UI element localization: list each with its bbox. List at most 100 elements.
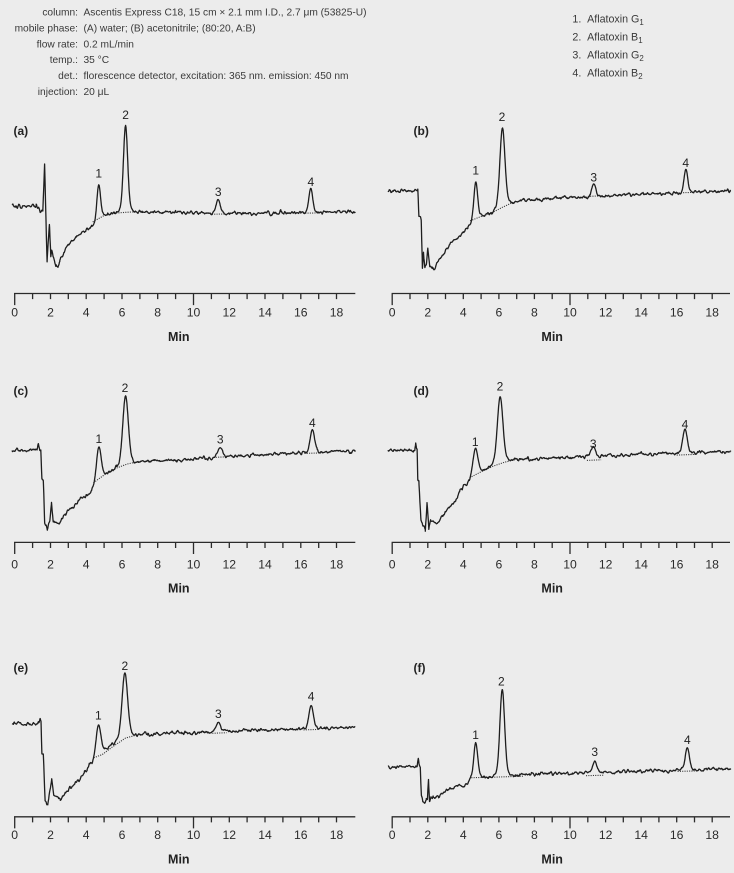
svg-text:6: 6: [496, 306, 503, 320]
svg-text:1: 1: [472, 164, 479, 178]
svg-text:(a): (a): [14, 124, 29, 138]
svg-text:florescence detector, excitati: florescence detector, excitation: 365 nm…: [84, 71, 349, 82]
svg-text:14: 14: [258, 558, 272, 572]
svg-text:10: 10: [187, 558, 201, 572]
svg-text:2: 2: [424, 558, 431, 572]
svg-text:12: 12: [599, 306, 613, 320]
svg-text:column:: column:: [42, 7, 78, 18]
svg-text:35 °C: 35 °C: [84, 55, 110, 66]
svg-text:10: 10: [187, 306, 201, 320]
svg-text:8: 8: [531, 306, 538, 320]
svg-text:Aflatoxin B1: Aflatoxin B1: [587, 32, 642, 46]
svg-text:12: 12: [599, 828, 613, 842]
svg-text:4: 4: [682, 156, 689, 170]
svg-text:6: 6: [119, 828, 126, 842]
svg-text:16: 16: [294, 558, 308, 572]
svg-text:(c): (c): [14, 384, 29, 398]
svg-text:(f): (f): [414, 661, 426, 675]
svg-text:20 μL: 20 μL: [84, 87, 110, 98]
svg-text:flow rate:: flow rate:: [37, 39, 78, 50]
svg-text:6: 6: [119, 558, 126, 572]
svg-text:18: 18: [705, 306, 719, 320]
svg-text:18: 18: [330, 558, 344, 572]
svg-text:2: 2: [424, 828, 431, 842]
svg-text:1: 1: [95, 709, 102, 723]
svg-text:0.2 mL/min: 0.2 mL/min: [84, 39, 134, 50]
svg-text:3: 3: [590, 437, 597, 451]
svg-text:Aflatoxin G1: Aflatoxin G1: [587, 14, 644, 28]
svg-text:(d): (d): [414, 384, 429, 398]
svg-text:4: 4: [460, 558, 467, 572]
svg-text:12: 12: [599, 558, 613, 572]
svg-text:3: 3: [590, 170, 597, 184]
svg-text:8: 8: [531, 828, 538, 842]
svg-text:10: 10: [563, 558, 577, 572]
svg-text:6: 6: [119, 306, 126, 320]
svg-text:14: 14: [258, 306, 272, 320]
svg-text:16: 16: [670, 306, 684, 320]
svg-text:0: 0: [11, 558, 18, 572]
svg-text:12: 12: [223, 828, 237, 842]
svg-text:injection:: injection:: [38, 87, 78, 98]
svg-text:Aflatoxin G2: Aflatoxin G2: [587, 49, 644, 63]
svg-text:0: 0: [11, 306, 18, 320]
svg-text:6: 6: [496, 828, 503, 842]
svg-text:16: 16: [670, 558, 684, 572]
svg-text:3.: 3.: [572, 49, 581, 61]
svg-text:4: 4: [682, 417, 689, 431]
svg-text:8: 8: [154, 306, 161, 320]
svg-text:4: 4: [83, 558, 90, 572]
svg-text:2: 2: [499, 110, 506, 124]
svg-text:0: 0: [11, 828, 18, 842]
svg-text:4: 4: [460, 306, 467, 320]
svg-text:4: 4: [460, 828, 467, 842]
svg-text:2: 2: [47, 558, 54, 572]
svg-text:4: 4: [308, 689, 315, 703]
svg-text:18: 18: [705, 558, 719, 572]
svg-text:4: 4: [309, 416, 316, 430]
svg-text:4: 4: [684, 733, 691, 747]
svg-text:18: 18: [705, 828, 719, 842]
svg-text:Ascentis Express C18, 15 cm ×: Ascentis Express C18, 15 cm × 2.1 mm I.D…: [84, 7, 367, 18]
svg-text:8: 8: [154, 558, 161, 572]
svg-text:2: 2: [121, 659, 128, 673]
svg-text:1: 1: [472, 728, 479, 742]
svg-text:Min: Min: [168, 330, 190, 344]
svg-text:10: 10: [187, 828, 201, 842]
svg-text:10: 10: [563, 306, 577, 320]
svg-text:1: 1: [472, 435, 479, 449]
svg-text:14: 14: [258, 828, 272, 842]
svg-text:temp.:: temp.:: [50, 55, 78, 66]
svg-text:16: 16: [294, 306, 308, 320]
svg-text:Min: Min: [541, 581, 563, 595]
svg-text:12: 12: [223, 558, 237, 572]
svg-text:4: 4: [83, 828, 90, 842]
svg-text:14: 14: [634, 828, 648, 842]
svg-text:2: 2: [47, 828, 54, 842]
svg-text:0: 0: [389, 558, 396, 572]
svg-text:(b): (b): [414, 124, 429, 138]
svg-text:2.: 2.: [572, 32, 581, 44]
svg-text:1: 1: [95, 166, 102, 180]
svg-text:14: 14: [634, 558, 648, 572]
svg-text:2: 2: [424, 306, 431, 320]
svg-text:6: 6: [496, 558, 503, 572]
svg-text:3: 3: [215, 707, 222, 721]
svg-text:2: 2: [122, 381, 129, 395]
svg-text:4: 4: [307, 175, 314, 189]
svg-text:Aflatoxin B2: Aflatoxin B2: [587, 67, 642, 81]
svg-text:18: 18: [330, 828, 344, 842]
svg-text:2: 2: [122, 108, 129, 122]
svg-text:1.: 1.: [572, 14, 581, 26]
svg-text:2: 2: [497, 380, 504, 394]
svg-text:14: 14: [634, 306, 648, 320]
svg-text:Min: Min: [168, 581, 190, 595]
svg-text:Min: Min: [541, 330, 563, 344]
svg-text:0: 0: [389, 306, 396, 320]
svg-text:3: 3: [591, 745, 598, 759]
svg-text:3: 3: [215, 185, 222, 199]
svg-text:0: 0: [389, 828, 396, 842]
svg-text:det.:: det.:: [58, 71, 78, 82]
svg-text:12: 12: [223, 306, 237, 320]
svg-text:Min: Min: [168, 852, 190, 866]
